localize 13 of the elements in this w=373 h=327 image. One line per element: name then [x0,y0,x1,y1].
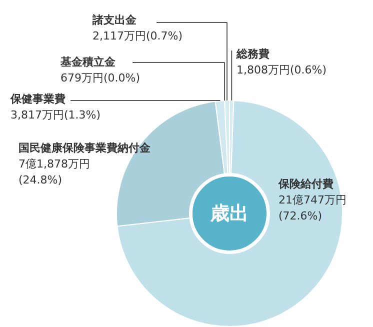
data-label: 7億1,878万円 (24.8%) [18,158,90,186]
data-label: 21億747万円 (72.6%) [278,194,346,222]
text: 歳出 [210,202,248,224]
data-label: 1,808万円(0.6%) [236,64,327,76]
slice-label: 国民健康保険事業費納付金 [18,142,152,154]
slice-label: 諸支出金 [92,14,138,26]
slice-label: 総務費 [236,48,270,60]
slice-label: 保険給付費 [278,178,334,190]
text: 679万円(0.0%) [60,72,140,84]
slice-label: 保健事業費 [10,92,66,106]
category-label: 基金積立金 [60,56,116,68]
data-label: 3,817万円(1.3%) [10,108,101,122]
data-label: 2,117万円(0.7%) [92,30,183,42]
